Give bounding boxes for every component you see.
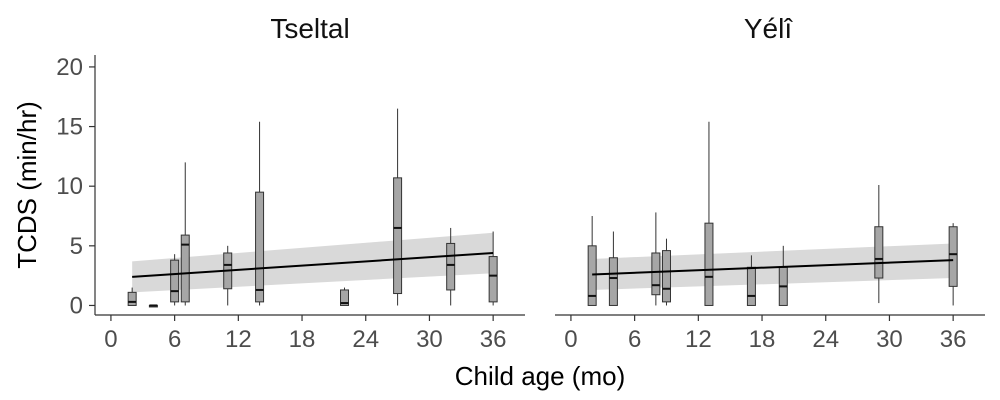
x-tick-label: 30 (876, 326, 903, 353)
box-iqr (948, 226, 958, 287)
box-iqr (746, 266, 756, 306)
box-iqr (393, 177, 403, 295)
box-age-7 (180, 162, 190, 306)
box-age-32 (446, 227, 456, 306)
box-age-4 (148, 304, 158, 308)
x-tick-label: 18 (289, 326, 316, 353)
box-iqr (488, 256, 498, 303)
confidence-band (132, 232, 494, 293)
box-age-8 (651, 212, 661, 306)
box-age-36 (488, 231, 498, 306)
box-iqr (446, 242, 456, 291)
box-age-27 (393, 108, 403, 306)
box-iqr (874, 226, 884, 279)
box-age-20 (778, 245, 788, 306)
box-iqr (587, 245, 597, 306)
panel-0: 0 6 12 18 24 30 36 0 5 10 15 20 (56, 54, 525, 353)
x-tick-label: 24 (352, 326, 379, 353)
box-age-13 (704, 121, 714, 306)
box-age-2 (587, 216, 597, 306)
y-axis-title: TCDS (min/hr) (12, 101, 42, 269)
x-tick-label: 12 (225, 326, 252, 353)
box-iqr (661, 250, 671, 303)
x-tick-label: 30 (416, 326, 443, 353)
box-age-29 (874, 185, 884, 304)
y-tick-label: 20 (56, 54, 83, 81)
x-axis-title: Child age (mo) (455, 361, 626, 391)
x-tick-label: 12 (685, 326, 712, 353)
y-tick-label: 15 (56, 114, 83, 141)
box-iqr (608, 257, 618, 306)
plot-area: 0 6 12 18 24 30 36 0 5 10 15 20 0 6 12 18 24 30 36 (56, 54, 985, 353)
x-tick-label: 24 (812, 326, 839, 353)
box-iqr (170, 259, 180, 303)
facet-title-tseltal: Tseltal (270, 13, 349, 44)
x-tick-label: 6 (628, 326, 641, 353)
box-age-11 (223, 245, 233, 306)
box-age-6 (170, 254, 180, 306)
x-tick-label: 0 (104, 326, 117, 353)
y-tick-label: 0 (70, 292, 83, 319)
y-tick-label: 10 (56, 173, 83, 200)
x-tick-label: 36 (480, 326, 507, 353)
box-iqr (704, 222, 714, 306)
box-iqr (127, 291, 137, 306)
x-tick-label: 0 (564, 326, 577, 353)
x-tick-label: 36 (940, 326, 967, 353)
box-iqr (255, 191, 265, 303)
box-age-2 (127, 287, 137, 306)
x-tick-label: 18 (749, 326, 776, 353)
x-tick-label: 6 (168, 326, 181, 353)
box-age-14 (255, 121, 265, 306)
box-age-36 (948, 223, 958, 306)
box-age-22 (340, 287, 350, 306)
trend-line (132, 251, 494, 278)
box-iqr (180, 234, 190, 303)
box-iqr (651, 252, 661, 296)
box-iqr (340, 289, 350, 306)
facet-title-yeli: Yélî (744, 13, 793, 44)
trend-line (592, 259, 954, 276)
panel-1: 0 6 12 18 24 30 36 (555, 121, 985, 353)
box-age-4 (608, 231, 618, 306)
y-tick-label: 5 (70, 233, 83, 260)
